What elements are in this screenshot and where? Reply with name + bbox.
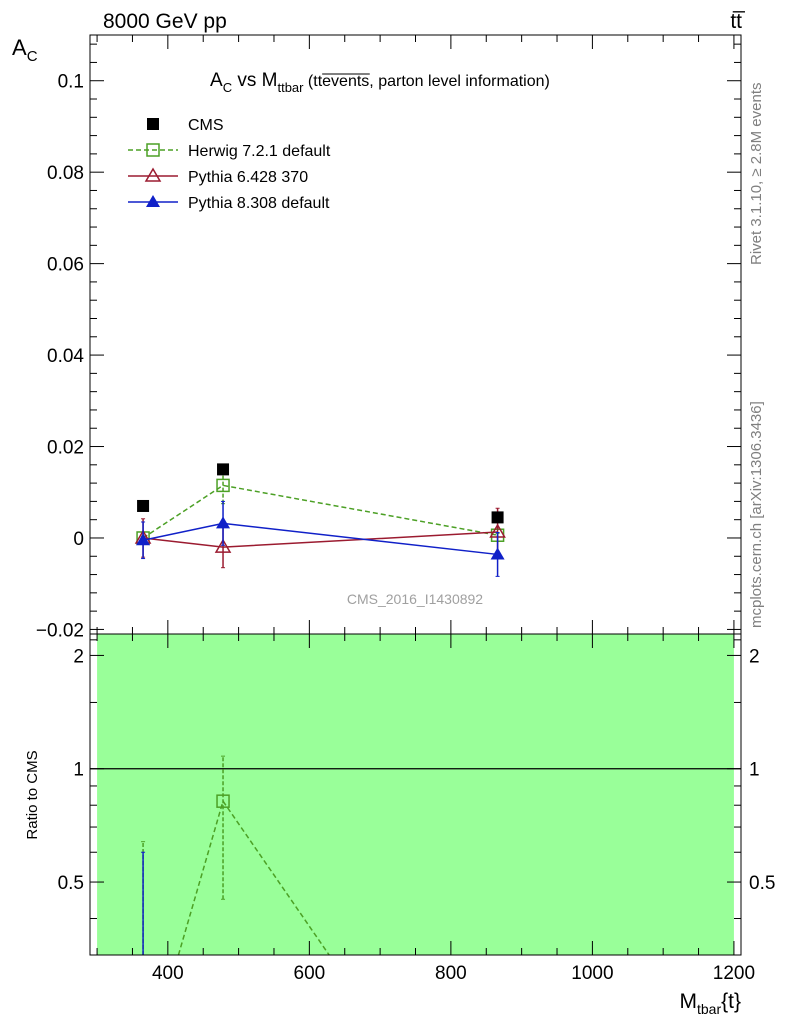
data-point <box>214 538 232 553</box>
legend-marker <box>147 118 159 130</box>
legend-entry: Pythia 6.428 370 <box>188 169 308 186</box>
ratio-line <box>222 800 330 956</box>
main-y-tick-label: 0.06 <box>47 255 84 276</box>
main-y-tick-label: 0 <box>73 529 84 550</box>
legend-entry: Pythia 8.308 default <box>188 195 330 212</box>
legend-marker <box>144 167 162 182</box>
ratio-y-tick-label-right: 2 <box>749 646 760 667</box>
ratio-y-tick-label: 0.5 <box>58 873 84 894</box>
series-pythia-8-308-default <box>136 500 505 577</box>
x-tick-label: 400 <box>152 963 184 984</box>
main-y-tick-label: 0.08 <box>47 163 84 184</box>
main-x-ticks <box>96 35 735 634</box>
legend-marker <box>146 143 160 157</box>
main-y-tick-label: 0.1 <box>58 72 84 93</box>
legend-entry: Herwig 7.2.1 default <box>188 143 331 160</box>
ratio-line <box>177 800 224 956</box>
data-point <box>217 463 230 476</box>
main-series-group <box>134 463 506 577</box>
main-y-tick-label: 0.02 <box>47 438 84 459</box>
main-plot-panel: −0.02 0 0.02 0.04 0.06 0.08 0.1 AC vs Mttbar (… <box>12 34 742 641</box>
data-point <box>216 478 230 493</box>
main-y-tick-label: 0.04 <box>47 346 84 367</box>
x-tick-label: 600 <box>294 963 326 984</box>
energy-label: 8000 GeV pp <box>103 10 227 33</box>
analysis-label: CMS_2016_I1430892 <box>347 591 483 607</box>
series-line <box>142 522 498 556</box>
ratio-data-point <box>216 794 230 808</box>
ratio-y-tick-label: 1 <box>73 760 84 781</box>
legend-marker <box>146 195 160 207</box>
process-label: tt̅ <box>730 10 746 33</box>
ratio-y-tick-label-right: 1 <box>749 760 760 781</box>
mcplots-label: mcplots.cern.ch [arXiv:1306.3436] <box>748 401 765 628</box>
cms-uncertainty-band <box>97 634 734 955</box>
main-y-axis: −0.02 0 0.02 0.04 0.06 0.08 0.1 <box>36 43 741 641</box>
data-point <box>491 511 504 524</box>
data-point <box>137 499 150 512</box>
series-cms <box>137 463 504 524</box>
ratio-y-label: Ratio to CMS <box>24 750 41 839</box>
data-point <box>490 547 505 560</box>
ratio-y-tick-label-right: 0.5 <box>749 873 775 894</box>
series-pythia-6-428-370 <box>134 507 506 569</box>
x-tick-label: 800 <box>435 963 467 984</box>
legend-entry: CMS <box>188 117 224 134</box>
main-y-tick-label: −0.02 <box>36 620 84 641</box>
x-tick-label: 1000 <box>571 963 613 984</box>
series-herwig-7-2-1-default <box>136 466 505 545</box>
series-line <box>142 484 498 539</box>
data-point <box>136 533 151 546</box>
data-point <box>216 516 231 529</box>
rivet-label: Rivet 3.1.10, ≥ 2.8M events <box>748 83 765 266</box>
x-tick-label: 1200 <box>713 963 755 984</box>
main-plot-title: AC vs Mttbar (ttevents, parton level inf… <box>210 70 550 95</box>
ratio-y-tick-label: 2 <box>73 646 84 667</box>
ratio-plot-frame <box>89 633 742 956</box>
ratio-plot-panel: 400 600 800 1000 1200 0.5 0.5 1 1 2 2 Ratio to CMS… <box>24 633 775 1017</box>
ratio-series-pythia-8-308-default <box>141 851 146 955</box>
x-axis-label: Mtbar{t} <box>680 990 742 1017</box>
ratio-content: 400 600 800 1000 1200 0.5 0.5 1 1 2 2 <box>58 634 775 984</box>
main-y-label: AC <box>12 35 38 65</box>
legend: CMS Herwig 7.2.1 default Pythia 6.428 370 P… <box>128 117 331 212</box>
